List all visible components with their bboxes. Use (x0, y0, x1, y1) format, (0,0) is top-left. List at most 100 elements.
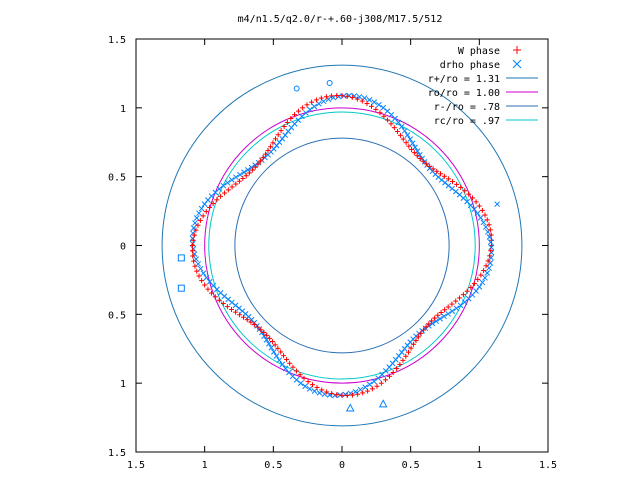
w-phase-point (391, 125, 397, 131)
w-phase-point (383, 377, 389, 383)
w-phase-point (240, 175, 246, 181)
w-phase-point (462, 188, 468, 194)
w-phase-point (281, 353, 287, 359)
w-phase-point (319, 387, 325, 393)
w-phase-point (423, 161, 429, 167)
drho-phase-point (445, 310, 451, 317)
circle-r-0-97 (208, 111, 476, 380)
drho-phase-point (476, 283, 483, 290)
w-phase-point (339, 93, 345, 99)
drho-phase-point (484, 270, 491, 276)
w-phase-point (413, 337, 419, 343)
extra-square-point (177, 254, 185, 262)
w-phase-point (284, 356, 290, 362)
drho-phase-point (261, 333, 268, 340)
extra-triangle-point (345, 403, 355, 412)
w-phase-point (409, 146, 415, 152)
w-phase-point (237, 312, 243, 318)
drho-phase-point (453, 305, 460, 312)
w-phase-point (329, 391, 335, 397)
w-phase-point (488, 248, 494, 254)
drho-phase-point (404, 132, 411, 138)
w-phase-point (478, 272, 484, 278)
extra-triangle-point (378, 399, 388, 408)
drho-phase-point (224, 179, 231, 186)
w-phase-point (449, 179, 455, 185)
w-phase-point (290, 364, 296, 370)
w-phase-point (394, 366, 400, 372)
w-phase-point (483, 263, 489, 269)
drho-phase-point (449, 308, 456, 314)
drho-phase-point (479, 279, 486, 286)
w-phase-point (449, 301, 455, 307)
x-tick-label: 1.5 (539, 460, 557, 471)
w-phase-point (471, 281, 477, 287)
drho-phase-point (228, 177, 235, 183)
drho-phase-point (361, 95, 368, 101)
w-phase-point (246, 170, 252, 176)
w-phase-point (214, 197, 220, 203)
x-tick-label: 0 (339, 460, 345, 471)
circle-r-1 (204, 107, 480, 384)
w-phase-point (435, 312, 441, 318)
w-phase-point (264, 332, 270, 338)
drho-phase-point (307, 106, 313, 113)
w-phase-point (292, 112, 298, 118)
w-phase-point (323, 94, 329, 100)
w-phase-point (265, 148, 271, 154)
drho-phase-point (412, 144, 418, 151)
drho-phase-point (195, 261, 202, 267)
w-phase-point (297, 372, 303, 378)
w-phase-point (255, 161, 261, 167)
drho-phase-point (487, 239, 494, 245)
legend-label: drho phase (440, 60, 500, 71)
w-phase-point (275, 345, 281, 351)
y-tick-label: 1 (120, 104, 126, 115)
drho-phase-point (384, 108, 391, 114)
w-phase-point (460, 292, 466, 298)
w-phase-point (300, 105, 306, 111)
w-phase-point (295, 108, 301, 114)
w-phase-point (481, 268, 487, 274)
w-phase-point (243, 173, 249, 179)
w-phase-point (344, 392, 350, 398)
drho-phase-point (371, 378, 377, 385)
drho-phase-point (306, 386, 313, 392)
w-phase-point (267, 335, 273, 341)
w-phase-point (288, 116, 294, 122)
w-phase-point (486, 222, 492, 228)
w-phase-point (423, 324, 429, 330)
drho-phase-point (198, 205, 205, 212)
w-phase-point (236, 178, 242, 184)
w-phase-point (199, 278, 205, 284)
w-phase-point (258, 158, 264, 164)
w-phase-point (457, 295, 463, 301)
w-phase-point (216, 297, 222, 303)
w-phase-point (221, 190, 227, 196)
drho-phase-point (366, 97, 373, 103)
legend-marker-cross (512, 59, 522, 69)
w-phase-point (484, 217, 490, 223)
w-phase-point (233, 309, 239, 315)
drho-phase-point (316, 390, 323, 396)
plot-frame (135, 38, 549, 453)
reference-circles (161, 64, 523, 427)
w-phase-point (469, 195, 475, 201)
legend-label: W phase (458, 46, 500, 57)
w-phase-point (466, 191, 472, 197)
w-phase-point (458, 184, 464, 190)
drho-phase-point (203, 274, 210, 281)
drho-phase-point (477, 214, 484, 221)
drho-phase-point (200, 270, 207, 277)
drho-phase-point (416, 151, 423, 158)
w-phase-point (334, 93, 340, 99)
w-phase-point (475, 276, 481, 282)
w-phase-point (488, 232, 494, 238)
w-phase-point (272, 342, 278, 348)
legend: W phase drho phase r+/ro = 1.31 ro/ro = 1.0… (428, 46, 538, 127)
w-phase-point (385, 117, 391, 123)
w-phase-point (489, 237, 495, 243)
drho-phase-point (486, 265, 492, 271)
drho-phase-point (357, 386, 364, 393)
drho-phase-point (220, 182, 227, 189)
